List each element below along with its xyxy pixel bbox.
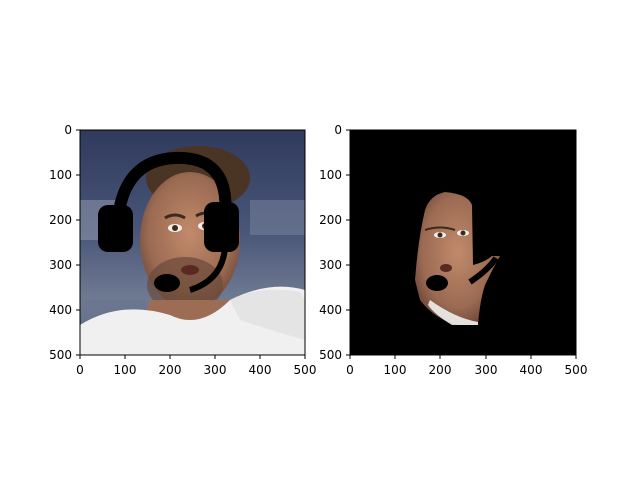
x-tick: 200 xyxy=(159,355,182,377)
svg-text:0: 0 xyxy=(64,123,72,137)
svg-text:500: 500 xyxy=(49,348,72,362)
x-tick: 0 xyxy=(76,355,84,377)
x-tick: 200 xyxy=(429,355,452,377)
left-y-axis: 0 100 200 300 400 500 xyxy=(49,123,80,362)
x-tick: 500 xyxy=(565,355,588,377)
right-image xyxy=(350,130,576,355)
right-x-axis: 0 100 200 300 400 500 xyxy=(346,355,587,377)
svg-text:100: 100 xyxy=(384,363,407,377)
svg-text:100: 100 xyxy=(114,363,137,377)
svg-text:0: 0 xyxy=(346,363,354,377)
svg-text:400: 400 xyxy=(49,303,72,317)
y-tick: 500 xyxy=(319,348,350,362)
svg-text:200: 200 xyxy=(49,213,72,227)
right-y-axis: 0 100 200 300 400 500 xyxy=(319,123,350,362)
x-tick: 300 xyxy=(475,355,498,377)
y-tick: 0 xyxy=(334,123,350,137)
svg-text:300: 300 xyxy=(204,363,227,377)
svg-text:200: 200 xyxy=(159,363,182,377)
svg-text:300: 300 xyxy=(49,258,72,272)
y-tick: 300 xyxy=(319,258,350,272)
y-tick: 400 xyxy=(319,303,350,317)
svg-text:400: 400 xyxy=(319,303,342,317)
svg-text:500: 500 xyxy=(294,363,317,377)
x-tick: 100 xyxy=(384,355,407,377)
y-tick: 500 xyxy=(49,348,80,362)
svg-text:300: 300 xyxy=(319,258,342,272)
y-tick: 100 xyxy=(49,168,80,182)
svg-text:0: 0 xyxy=(76,363,84,377)
svg-text:400: 400 xyxy=(249,363,272,377)
y-tick: 0 xyxy=(64,123,80,137)
x-tick: 100 xyxy=(114,355,137,377)
x-tick: 400 xyxy=(520,355,543,377)
left-x-axis: 0 100 200 300 400 500 xyxy=(76,355,316,377)
svg-text:100: 100 xyxy=(49,168,72,182)
y-tick: 400 xyxy=(49,303,80,317)
left-axes-frame xyxy=(79,129,306,356)
left-image xyxy=(80,130,305,355)
svg-text:400: 400 xyxy=(520,363,543,377)
y-tick: 200 xyxy=(319,213,350,227)
y-tick: 200 xyxy=(49,213,80,227)
x-tick: 400 xyxy=(249,355,272,377)
svg-text:0: 0 xyxy=(334,123,342,137)
svg-text:200: 200 xyxy=(429,363,452,377)
svg-text:200: 200 xyxy=(319,213,342,227)
x-tick: 500 xyxy=(294,355,317,377)
svg-text:500: 500 xyxy=(565,363,588,377)
svg-text:500: 500 xyxy=(319,348,342,362)
right-axes-frame xyxy=(349,129,577,356)
y-tick: 300 xyxy=(49,258,80,272)
x-tick: 300 xyxy=(204,355,227,377)
svg-text:100: 100 xyxy=(319,168,342,182)
svg-text:300: 300 xyxy=(475,363,498,377)
x-tick: 0 xyxy=(346,355,354,377)
y-tick: 100 xyxy=(319,168,350,182)
